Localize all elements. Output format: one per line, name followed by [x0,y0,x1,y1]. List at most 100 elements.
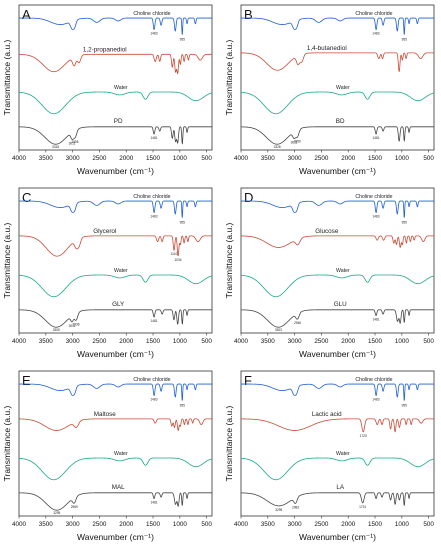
x-tick-label: 2500 [92,338,107,345]
x-tick-label: 4000 [12,338,27,345]
peak-label: 955 [402,403,408,407]
series-label-water: Water [114,451,128,457]
series-label-choline: Choline chloride [355,377,392,383]
x-tick-label: 1000 [395,338,410,345]
panel-letter: D [244,190,253,205]
ftir-panel-d: D Choline chloride 1483 955 Glucose Water GLU 3… [224,187,435,359]
x-tick-label: 2000 [341,155,356,162]
peak-label: 1034 [174,258,181,262]
x-tick-label: 3000 [288,155,303,162]
series-label-compound: 1,4-butanediol [307,45,347,52]
series-label-water: Water [114,85,128,91]
peak-label: 1483 [372,31,379,35]
series-label-choline: Choline chloride [133,11,170,17]
x-tick-label: 3000 [288,338,303,345]
x-tick-label: 2000 [341,521,356,528]
x-axis-label: Wavenumber (cm⁻¹) [77,349,154,359]
plot-frame [18,187,213,334]
x-tick-label: 4000 [234,521,249,528]
x-tick-label: 1500 [146,521,161,528]
peak-label: 3326 [274,145,281,149]
y-axis-label: Transmittance (a.u.) [224,39,234,115]
peak-label: 1481 [150,501,157,505]
x-tick-label: 1000 [395,155,410,162]
x-tick-label: 3500 [39,155,54,162]
peak-label: 1481 [372,318,379,322]
series-label-water: Water [336,268,350,274]
series-label-mixture: GLY [112,301,125,308]
y-axis-label: Transmittance (a.u.) [2,222,12,298]
plot-frame [240,4,435,151]
panel-letter: C [22,190,31,205]
series-line-choline [18,383,213,401]
x-tick-label: 2000 [119,338,134,345]
series-line-water [240,91,435,115]
series-label-mixture: BD [336,118,345,125]
ftir-panel-e: E Choline chloride 1483 955 Maltose Water MAL 3… [2,370,213,542]
series-label-water: Water [336,85,350,91]
series-label-choline: Choline chloride [133,194,170,200]
x-tick-label: 500 [201,155,212,162]
x-tick-label: 1000 [173,155,188,162]
series-label-compound: Maltose [94,411,117,418]
peak-label: 1481 [150,136,157,140]
series-label-choline: Choline chloride [133,377,170,383]
series-line-mixture [18,126,213,145]
x-tick-label: 3000 [288,521,303,528]
series-line-choline [240,17,435,35]
x-tick-label: 2500 [92,155,107,162]
x-tick-label: 2500 [314,521,329,528]
x-tick-label: 1000 [395,521,410,528]
x-axis-label: Wavenumber (cm⁻¹) [299,349,376,359]
x-tick-label: 1000 [173,338,188,345]
series-line-choline [240,383,435,401]
peak-label: 2983 [292,505,299,509]
series-label-compound: Glucose [315,228,339,235]
x-tick-label: 3000 [66,521,81,528]
x-tick-label: 500 [423,521,434,528]
y-axis-label: Transmittance (a.u.) [2,39,12,115]
series-label-mixture: LA [336,484,345,491]
x-tick-label: 1500 [368,155,383,162]
peak-label: 2955 [71,140,78,144]
peak-label: 1481 [150,319,157,323]
x-tick-label: 4000 [12,155,27,162]
peak-label: 1481 [372,136,379,140]
series-line-water [240,457,435,481]
peak-label: 955 [180,403,186,407]
x-tick-label: 1000 [173,521,188,528]
peak-label: 1483 [372,214,379,218]
peak-label: 955 [180,220,186,224]
x-tick-label: 2000 [119,155,134,162]
x-tick-label: 3500 [39,338,54,345]
x-tick-label: 1500 [368,521,383,528]
series-label-compound: 1,2-propanediol [83,46,127,53]
panel-letter: F [244,373,252,388]
x-tick-label: 2500 [314,155,329,162]
x-axis-label: Wavenumber (cm⁻¹) [77,166,154,176]
ftir-panel-c: C Choline chloride 1483 955 Glycerol 1110 1034… [2,187,213,359]
series-line-compound [18,418,213,431]
x-tick-label: 1500 [146,338,161,345]
peak-label: 3305 [53,328,60,332]
x-tick-label: 500 [423,155,434,162]
series-line-compound [240,418,435,433]
x-tick-label: 4000 [234,338,249,345]
series-line-mixture [240,492,435,507]
series-line-choline [18,17,213,35]
plot-frame [18,370,213,517]
peak-label: 1720 [360,434,367,438]
peak-label: 2950 [294,139,301,143]
peak-label: 3011 [291,141,298,145]
panel-letter: A [22,7,31,22]
x-axis-label: Wavenumber (cm⁻¹) [299,532,376,542]
x-tick-label: 1500 [368,338,383,345]
series-label-mixture: MAL [112,484,125,491]
plot-frame [240,187,435,334]
series-line-compound [18,235,213,257]
peak-label: 955 [402,220,408,224]
x-tick-label: 3500 [261,155,276,162]
series-line-mixture [240,309,435,328]
x-tick-label: 4000 [12,521,27,528]
panel-letter: E [22,373,31,388]
